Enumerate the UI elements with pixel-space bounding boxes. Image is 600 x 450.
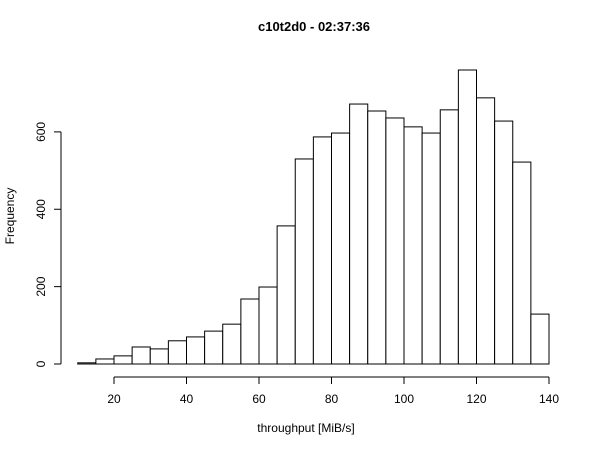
bar xyxy=(403,126,423,365)
bar xyxy=(222,323,242,365)
bar xyxy=(530,313,550,365)
bar xyxy=(349,103,369,365)
x-tick-label: 80 xyxy=(325,392,339,406)
bar xyxy=(439,109,459,365)
x-tick-label: 100 xyxy=(394,392,414,406)
bar xyxy=(204,330,224,365)
y-tick-label: 400 xyxy=(34,199,48,219)
bar xyxy=(385,117,405,365)
x-tick-label: 20 xyxy=(107,392,121,406)
y-tick-label: 600 xyxy=(34,122,48,142)
bar xyxy=(476,97,496,365)
bar xyxy=(113,355,133,365)
bar xyxy=(457,69,477,365)
bar xyxy=(167,340,187,365)
bar xyxy=(367,110,387,365)
x-tick-label: 40 xyxy=(180,392,194,406)
bar xyxy=(494,120,514,365)
bar xyxy=(240,298,260,365)
bar xyxy=(294,158,314,365)
bar xyxy=(312,136,332,365)
bar xyxy=(512,161,532,365)
y-tick-label: 200 xyxy=(34,276,48,296)
bar xyxy=(276,225,296,365)
x-tick-label: 120 xyxy=(466,392,486,406)
bar xyxy=(149,348,169,365)
bar xyxy=(186,336,206,365)
x-tick-label: 60 xyxy=(252,392,266,406)
bar xyxy=(131,346,151,365)
x-tick-label: 140 xyxy=(539,392,559,406)
y-axis-label: Frequency xyxy=(3,188,17,245)
bar xyxy=(331,132,351,365)
bar xyxy=(95,358,115,365)
bar xyxy=(421,132,441,365)
chart-title: c10t2d0 - 02:37:36 xyxy=(258,19,370,34)
y-tick-label: 0 xyxy=(34,360,48,367)
bar xyxy=(258,286,278,365)
bar xyxy=(77,362,97,365)
x-axis-label: throughput [MiB/s] xyxy=(257,421,354,435)
